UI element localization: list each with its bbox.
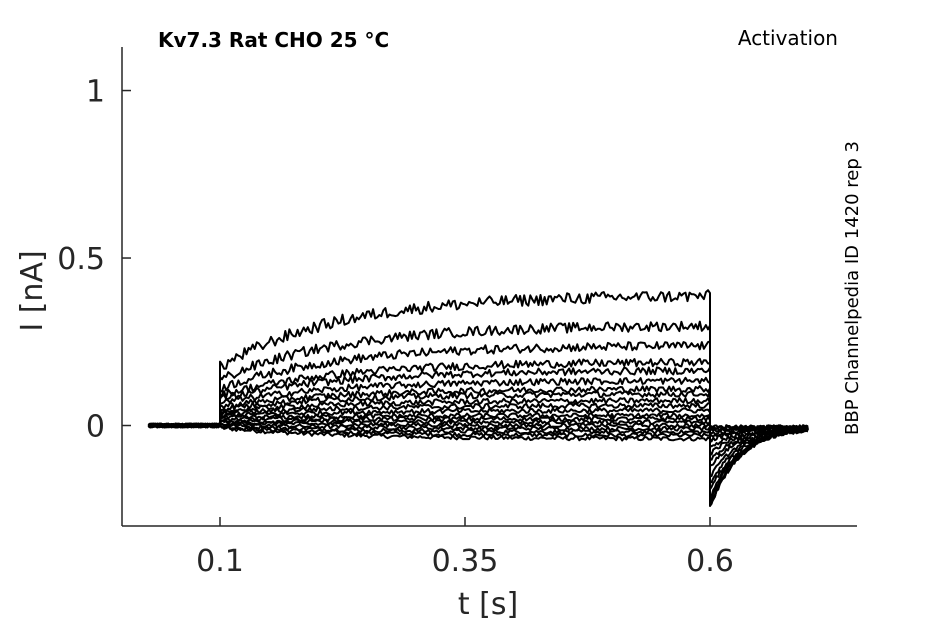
current-trace-11 <box>148 397 809 467</box>
current-trace-14 <box>147 376 809 491</box>
current-trace-16 <box>148 357 809 501</box>
x-axis-label: t [s] <box>458 587 518 622</box>
y-tick-label: 1 <box>86 75 105 110</box>
current-trace-9 <box>147 407 809 456</box>
current-trace-7 <box>148 415 809 443</box>
current-trace-13 <box>148 385 809 484</box>
current-trace-15 <box>147 366 809 497</box>
current-trace-6 <box>147 418 809 438</box>
y-axis-label: I [nA] <box>15 250 50 331</box>
current-trace-19 <box>148 289 809 507</box>
x-ticks-group: 0.1 0.35 0.6 <box>196 517 734 579</box>
x-tick-label: 0.35 <box>432 544 499 579</box>
chart-title: Kv7.3 Rat CHO 25 °C <box>158 28 389 52</box>
traces-group <box>147 289 809 507</box>
y-tick-label: 0 <box>86 410 105 445</box>
x-tick-label: 0.6 <box>686 544 734 579</box>
current-trace-10 <box>147 402 809 461</box>
protocol-label: Activation <box>738 26 838 50</box>
current-trace-8 <box>148 412 809 448</box>
y-ticks-group: 00.51 <box>57 75 131 445</box>
source-label: BBP Channelpedia ID 1420 rep 3 <box>842 141 863 435</box>
x-tick-label: 0.1 <box>196 544 244 579</box>
y-tick-label: 0.5 <box>57 242 105 277</box>
